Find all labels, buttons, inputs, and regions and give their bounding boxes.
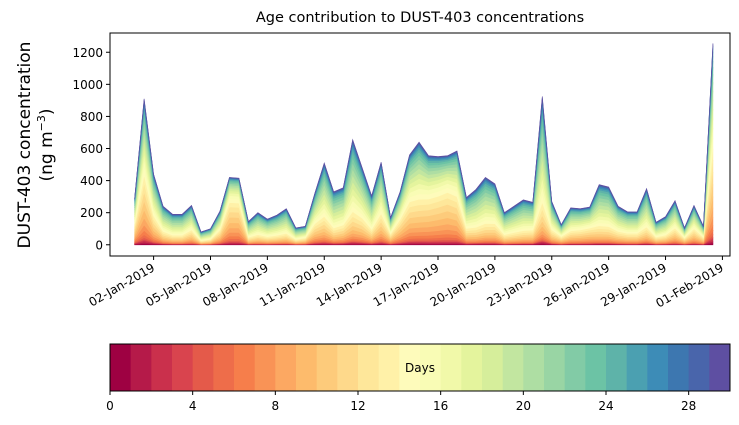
chart-title: Age contribution to DUST-403 concentrati… — [256, 10, 584, 26]
y-tick-label: 200 — [80, 206, 103, 220]
area-age-bin-29 — [134, 43, 714, 233]
colorbar-bin-15 — [420, 344, 442, 391]
colorbar-frame — [109, 343, 731, 392]
colorbar-bin-7 — [254, 344, 276, 391]
colorbar-bin-25 — [626, 344, 648, 391]
colorbar-bin-1 — [130, 344, 152, 391]
colorbar-bin-5 — [213, 344, 235, 391]
y-tick-label: 600 — [80, 142, 103, 156]
colorbar-bin-10 — [316, 344, 338, 391]
colorbar: 0 4 8 12 16 20 24 28 — [106, 343, 731, 413]
y-tick-label: 800 — [80, 110, 103, 124]
colorbar-tick-label: 24 — [598, 399, 613, 413]
colorbar-tick-label: 12 — [350, 399, 365, 413]
colorbar-bin-24 — [606, 344, 628, 391]
y-tick-label: 1000 — [72, 78, 103, 92]
colorbar-bin-19 — [502, 344, 524, 391]
y-tick-label: 400 — [80, 174, 103, 188]
y-axis: 0 200 400 600 800 1000 1200 — [72, 46, 110, 252]
colorbar-bin-12 — [358, 344, 380, 391]
colorbar-bin-4 — [192, 344, 214, 391]
y-axis-label: DUST-403 concentration (ng m−3) — [15, 42, 57, 249]
colorbar-bin-22 — [564, 344, 586, 391]
colorbar-bin-21 — [544, 344, 566, 391]
colorbar-bin-23 — [585, 344, 607, 391]
colorbar-bin-11 — [337, 344, 359, 391]
colorbar-bin-17 — [461, 344, 483, 391]
colorbar-tick-label: 28 — [681, 399, 696, 413]
colorbar-tick-label: 4 — [189, 399, 197, 413]
colorbar-bin-27 — [668, 344, 690, 391]
y-axis-label-line1: DUST-403 concentration — [15, 42, 35, 249]
colorbar-bin-14 — [399, 344, 421, 391]
colorbar-tick-label: 0 — [106, 399, 114, 413]
colorbar-bin-16 — [440, 344, 462, 391]
colorbar-bin-8 — [275, 344, 297, 391]
colorbar-bin-26 — [647, 344, 669, 391]
colorbar-bin-28 — [688, 344, 710, 391]
colorbar-bin-2 — [151, 344, 173, 391]
plot-frame — [109, 32, 731, 257]
y-tick-label: 0 — [95, 238, 103, 252]
colorbar-tick-label: 8 — [272, 399, 280, 413]
colorbar-bin-29 — [709, 344, 731, 391]
colorbar-bin-13 — [378, 344, 400, 391]
colorbar-bin-0 — [110, 344, 132, 391]
colorbar-bin-20 — [523, 344, 545, 391]
x-axis: 02-Jan-201905-Jan-201908-Jan-201911-Jan-… — [86, 256, 726, 310]
colorbar-bin-9 — [296, 344, 318, 391]
colorbar-label: Days — [405, 361, 435, 375]
y-tick-label: 1200 — [72, 46, 103, 60]
colorbar-tick-label: 16 — [433, 399, 448, 413]
stacked-areas — [134, 43, 714, 246]
colorbar-bin-3 — [172, 344, 194, 391]
colorbar-bin-6 — [234, 344, 256, 391]
colorbar-tick-label: 20 — [516, 399, 531, 413]
y-axis-label-line2: (ng m−3) — [35, 108, 57, 181]
colorbar-bin-18 — [482, 344, 504, 391]
